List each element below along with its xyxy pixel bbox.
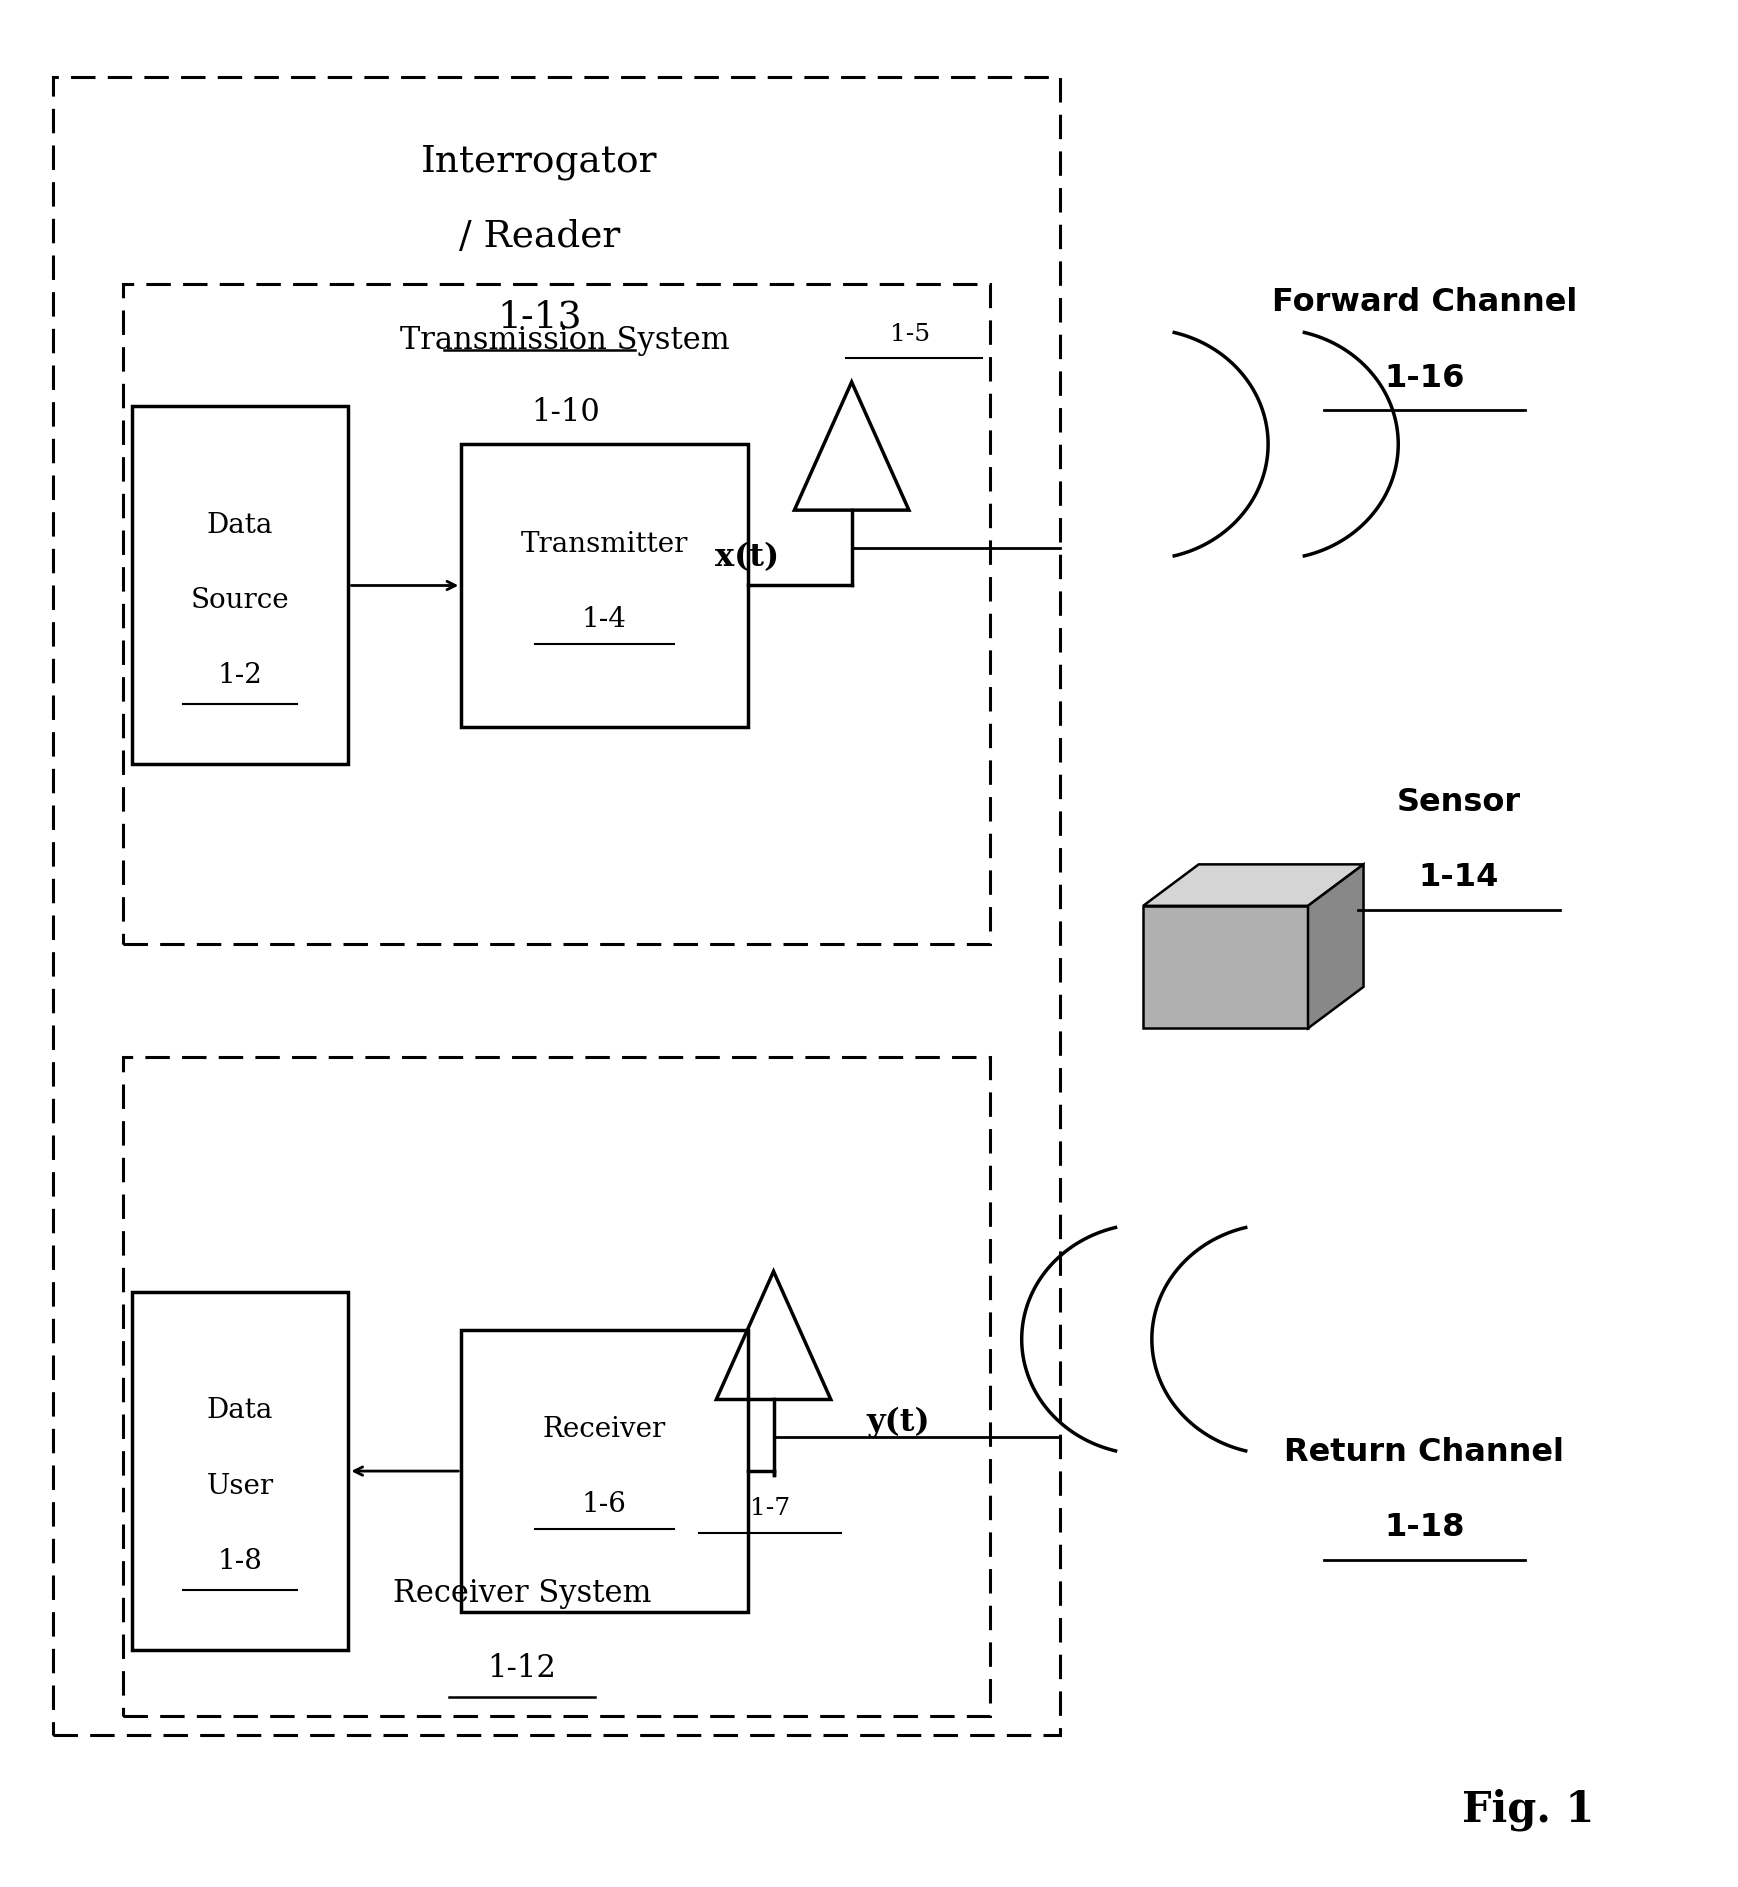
Text: 1-16: 1-16 bbox=[1383, 362, 1465, 394]
Text: Forward Channel: Forward Channel bbox=[1272, 287, 1576, 319]
Text: Receiver System: Receiver System bbox=[393, 1578, 652, 1610]
Text: Transmission System: Transmission System bbox=[400, 325, 730, 357]
Text: User: User bbox=[207, 1472, 273, 1500]
Text: 1-6: 1-6 bbox=[582, 1491, 627, 1519]
Text: 1-13: 1-13 bbox=[497, 300, 582, 336]
Text: Fig. 1: Fig. 1 bbox=[1462, 1789, 1594, 1832]
FancyBboxPatch shape bbox=[461, 443, 747, 726]
Text: 1-5: 1-5 bbox=[890, 323, 930, 347]
Text: 1-14: 1-14 bbox=[1418, 862, 1500, 893]
Text: x(t): x(t) bbox=[716, 542, 780, 574]
Text: Return Channel: Return Channel bbox=[1284, 1436, 1564, 1468]
Text: 1-7: 1-7 bbox=[751, 1496, 791, 1521]
Text: 1-10: 1-10 bbox=[532, 396, 600, 428]
FancyBboxPatch shape bbox=[132, 406, 348, 764]
Text: Sensor: Sensor bbox=[1397, 787, 1521, 817]
Text: 1-8: 1-8 bbox=[217, 1547, 262, 1576]
Text: Interrogator: Interrogator bbox=[421, 143, 657, 179]
Text: 1-18: 1-18 bbox=[1383, 1511, 1465, 1544]
Text: y(t): y(t) bbox=[867, 1406, 930, 1438]
Polygon shape bbox=[1144, 906, 1309, 1028]
Text: 1-4: 1-4 bbox=[582, 606, 627, 632]
FancyBboxPatch shape bbox=[132, 1293, 348, 1649]
Text: Data: Data bbox=[207, 511, 273, 538]
Text: Data: Data bbox=[207, 1396, 273, 1425]
Polygon shape bbox=[1144, 864, 1364, 906]
Text: / Reader: / Reader bbox=[459, 219, 620, 255]
Text: Receiver: Receiver bbox=[542, 1415, 666, 1444]
Text: 1-2: 1-2 bbox=[217, 662, 262, 689]
Text: Source: Source bbox=[191, 587, 289, 613]
Polygon shape bbox=[1309, 864, 1364, 1028]
FancyBboxPatch shape bbox=[461, 1330, 747, 1611]
Text: Transmitter: Transmitter bbox=[521, 530, 688, 557]
Text: 1-12: 1-12 bbox=[488, 1653, 556, 1685]
